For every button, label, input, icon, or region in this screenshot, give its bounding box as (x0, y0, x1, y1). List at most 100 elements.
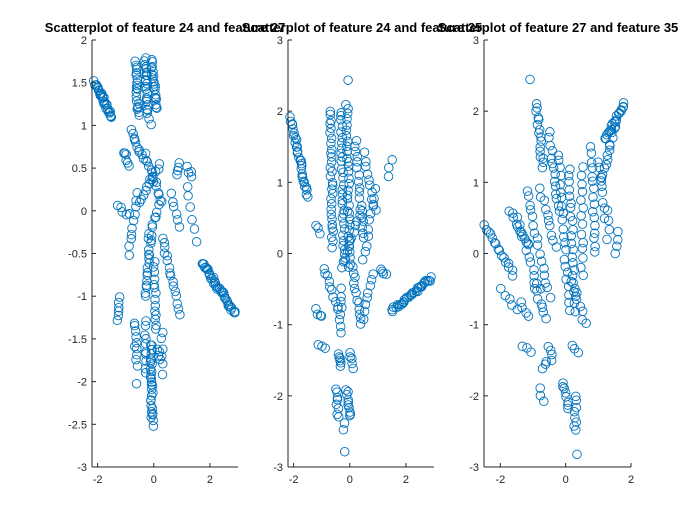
x-tick-label: 0 (347, 474, 353, 486)
scatter-point (145, 364, 156, 374)
scatter-point (146, 391, 157, 401)
scatter-point (353, 176, 364, 187)
scatter-point (532, 286, 542, 296)
scatter-point (539, 263, 549, 274)
scatter-point (152, 103, 162, 113)
scatter-point (350, 272, 360, 283)
x-tick-label: 0 (151, 474, 157, 486)
scatter-point (352, 152, 363, 162)
scatter-point (556, 201, 567, 212)
scatter-point (523, 311, 534, 321)
scatter-point (517, 341, 528, 352)
panel-3-ticks: -3 -2 -1 0 1 2 3 -2 0 2 (469, 35, 634, 486)
scatter-point (154, 159, 165, 169)
scatter-point (347, 353, 357, 364)
scatter-point (148, 66, 158, 77)
scatter-point (567, 270, 578, 281)
scatter-point (158, 327, 168, 338)
scatter-point (361, 157, 371, 167)
scatter-point (328, 292, 338, 302)
scatter-point (529, 228, 540, 238)
scatter-point (354, 297, 364, 308)
scatter-point (526, 347, 536, 357)
scatter-point (532, 240, 543, 250)
scatter-point (484, 227, 494, 237)
scatter-point (565, 164, 575, 175)
scatter-point (345, 235, 355, 246)
scatter-point (545, 220, 555, 231)
scatter-point (578, 270, 588, 281)
scatter-point (596, 176, 607, 186)
scatter-point (172, 299, 182, 309)
scatter-point (342, 108, 353, 119)
scatter-point (355, 204, 365, 215)
scatter-point (113, 310, 124, 321)
scatter-point (345, 259, 356, 269)
scatter-point (560, 261, 571, 272)
y-tick-label: -3 (469, 462, 479, 474)
scatter-point (148, 415, 158, 426)
scatter-point (618, 98, 629, 108)
scatter-point (566, 198, 576, 209)
scatter-point (132, 104, 142, 114)
scatter-point (336, 110, 346, 121)
scatter-point (566, 238, 577, 249)
scatter-point (326, 204, 336, 215)
x-tick-label: 2 (207, 474, 213, 486)
scatter-point (588, 192, 598, 202)
scatter-point (558, 382, 568, 392)
scatter-point (131, 332, 141, 342)
scatter-panel-1: Scatterplot of feature 24 and feature 27… (45, 20, 286, 486)
scatter-point (602, 205, 613, 216)
scatter-point (156, 351, 167, 362)
scatter-point (140, 288, 151, 299)
scatter-point (553, 201, 564, 211)
scatter-point (572, 287, 582, 298)
y-tick-label: 3 (277, 35, 283, 47)
scatter-point (507, 271, 518, 281)
scatter-point (326, 285, 337, 295)
scatter-point (298, 176, 309, 187)
y-tick-label: -1 (273, 320, 283, 332)
scatter-point (132, 343, 142, 354)
scatter-point (365, 208, 376, 219)
scatter-point (521, 245, 532, 256)
scatter-point (315, 310, 326, 321)
scatter-point (512, 222, 523, 232)
scatter-point (569, 265, 580, 275)
scatter-point (144, 254, 154, 264)
scatter-point (334, 315, 345, 325)
scatter-point (581, 318, 591, 329)
x-tick-label: -2 (93, 474, 103, 486)
scatter-point (535, 249, 545, 259)
x-tick-label: -2 (495, 474, 505, 486)
panel-1-axes (91, 40, 238, 468)
panel-2-title: Scatterplot of feature 24 and feature 35 (242, 20, 483, 35)
scatter-point (358, 232, 369, 243)
scatter-point (499, 253, 509, 263)
scatter-point (571, 395, 582, 405)
scatter-point (332, 409, 342, 420)
y-tick-label: -3 (77, 462, 87, 474)
scatter-point (369, 193, 379, 204)
scatter-point (344, 236, 355, 246)
scatter-point (147, 61, 157, 72)
scatter-point (357, 206, 367, 216)
scatter-point (153, 164, 164, 174)
scatter-point (602, 155, 613, 165)
y-tick-label: 0.5 (72, 163, 87, 175)
scatter-point (150, 212, 160, 223)
scatter-point (358, 314, 369, 324)
scatter-point (141, 316, 151, 326)
scatter-point (343, 75, 353, 85)
scatter-point (132, 350, 142, 360)
scatter-point (368, 269, 378, 279)
scatter-point (577, 219, 588, 229)
scatter-point (168, 277, 178, 287)
scatter-point (292, 142, 303, 152)
scatter-point (553, 150, 564, 160)
scatter-point (343, 262, 354, 272)
scatter-point (336, 156, 347, 166)
scatter-point (349, 278, 359, 288)
